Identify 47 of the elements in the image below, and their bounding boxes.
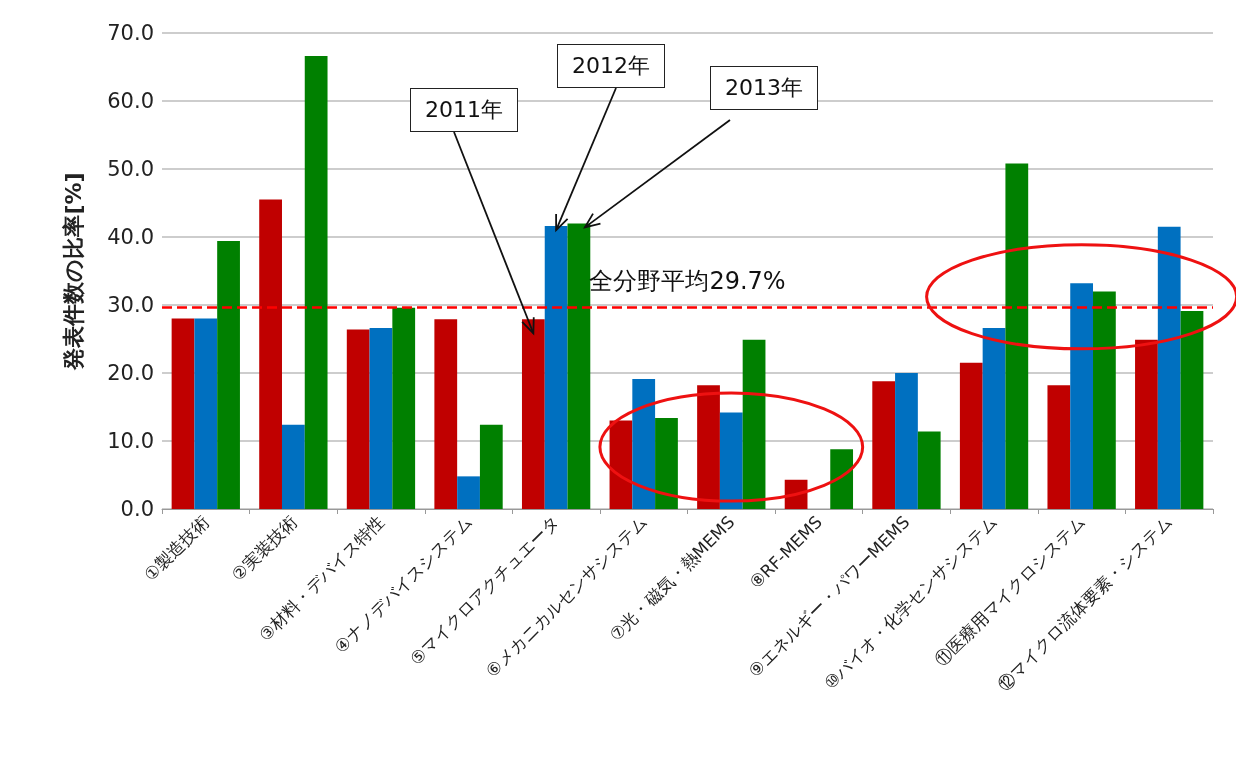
bar [895,373,918,509]
bar [872,381,896,509]
bar [959,362,983,509]
bar [544,226,568,509]
x-tick-label: ②実装技術 [227,511,301,585]
text: 2013年 [710,66,818,110]
bar [982,328,1006,509]
bar [917,431,941,509]
y-tick-label: 70.0 [107,21,154,45]
y-tick-label: 20.0 [107,361,154,385]
bar [457,476,480,509]
bar [719,412,743,509]
y-axis-title: 発表件数の比率[%] [60,172,86,371]
bar [479,424,503,509]
bar [830,449,854,509]
y-tick-label: 60.0 [107,89,154,113]
bar [392,307,416,509]
bar [1180,311,1204,509]
bar [632,379,656,509]
bar [369,328,393,509]
bar [1070,283,1094,509]
bar [217,241,240,509]
bar [655,417,678,509]
bar [697,385,720,509]
bar [171,318,195,509]
y-tick-label: 0.0 [120,497,154,521]
y-tick-label: 10.0 [107,429,154,453]
bar [259,199,282,509]
text: 2011年 [410,88,518,132]
text: 2012年 [557,44,665,88]
bar [194,318,218,509]
y-tick-label: 50.0 [107,157,154,181]
bar [1157,226,1181,509]
bar [1135,339,1158,509]
bar [434,319,458,509]
y-tick-label: 30.0 [107,293,154,317]
bar [346,329,370,509]
bar [521,319,545,509]
bar [281,424,305,509]
bar [742,339,766,509]
bar [1005,163,1029,509]
bar [304,56,328,509]
bar [567,223,591,509]
bar [1093,291,1116,509]
bar [1047,385,1071,509]
bar [609,420,633,509]
y-tick-label: 40.0 [107,225,154,249]
